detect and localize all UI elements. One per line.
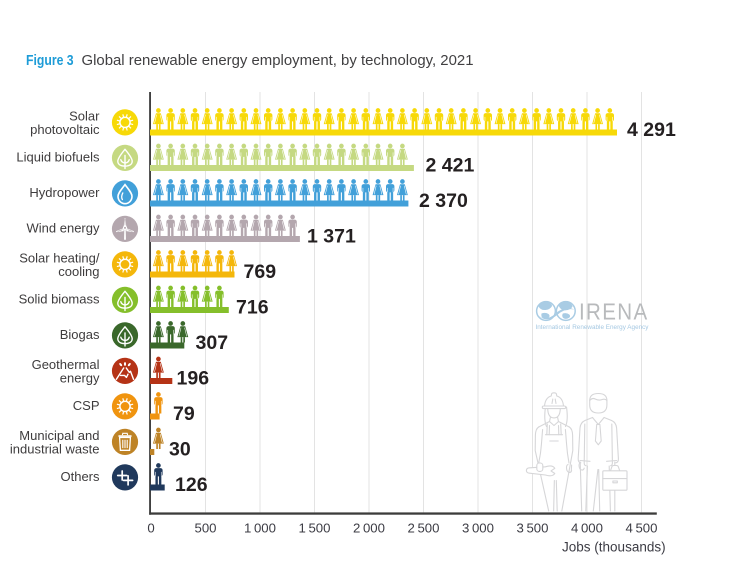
svg-text:CSP: CSP [73, 398, 100, 413]
svg-text:photovoltaic: photovoltaic [30, 122, 100, 137]
svg-text:Others: Others [60, 469, 100, 484]
svg-text:Biogas: Biogas [60, 327, 100, 342]
svg-text:4 500: 4 500 [626, 520, 658, 535]
svg-text:industrial waste: industrial waste [10, 441, 100, 456]
svg-text:Solid biomass: Solid biomass [19, 291, 100, 306]
svg-text:2 000: 2 000 [353, 520, 385, 535]
svg-text:Global renewable energy employ: Global renewable energy employment, by t… [82, 52, 474, 69]
svg-text:Figure 3: Figure 3 [26, 52, 74, 69]
svg-text:1 500: 1 500 [299, 520, 331, 535]
svg-text:3 500: 3 500 [517, 520, 549, 535]
svg-text:Jobs (thousands): Jobs (thousands) [562, 539, 666, 554]
svg-text:Liquid biofuels: Liquid biofuels [16, 149, 100, 164]
svg-text:79: 79 [173, 403, 195, 425]
svg-text:4 291: 4 291 [627, 119, 676, 141]
svg-text:Solar heating/: Solar heating/ [19, 250, 100, 265]
svg-text:Hydropower: Hydropower [29, 185, 100, 200]
svg-text:307: 307 [196, 332, 229, 354]
svg-text:196: 196 [177, 367, 210, 389]
svg-text:cooling: cooling [58, 264, 99, 279]
svg-text:500: 500 [194, 520, 216, 535]
svg-text:International Renewable Energy: International Renewable Energy Agency [536, 324, 650, 331]
svg-text:energy: energy [60, 370, 100, 385]
svg-text:1 000: 1 000 [244, 520, 276, 535]
svg-text:126: 126 [175, 474, 208, 496]
svg-text:2 500: 2 500 [408, 520, 440, 535]
svg-text:716: 716 [236, 296, 269, 318]
svg-text:0: 0 [147, 520, 154, 535]
svg-text:Geothermal: Geothermal [32, 357, 100, 372]
svg-text:IRENA: IRENA [579, 299, 649, 325]
svg-text:769: 769 [244, 261, 277, 283]
svg-text:Wind energy: Wind energy [27, 220, 100, 235]
svg-text:4 000: 4 000 [571, 520, 603, 535]
svg-text:Solar: Solar [69, 108, 100, 123]
svg-text:30: 30 [169, 438, 191, 460]
svg-text:Municipal and: Municipal and [19, 428, 99, 443]
svg-text:3 000: 3 000 [462, 520, 494, 535]
svg-text:1 371: 1 371 [307, 225, 356, 247]
svg-text:2 370: 2 370 [419, 190, 468, 212]
svg-text:2 421: 2 421 [426, 154, 475, 176]
